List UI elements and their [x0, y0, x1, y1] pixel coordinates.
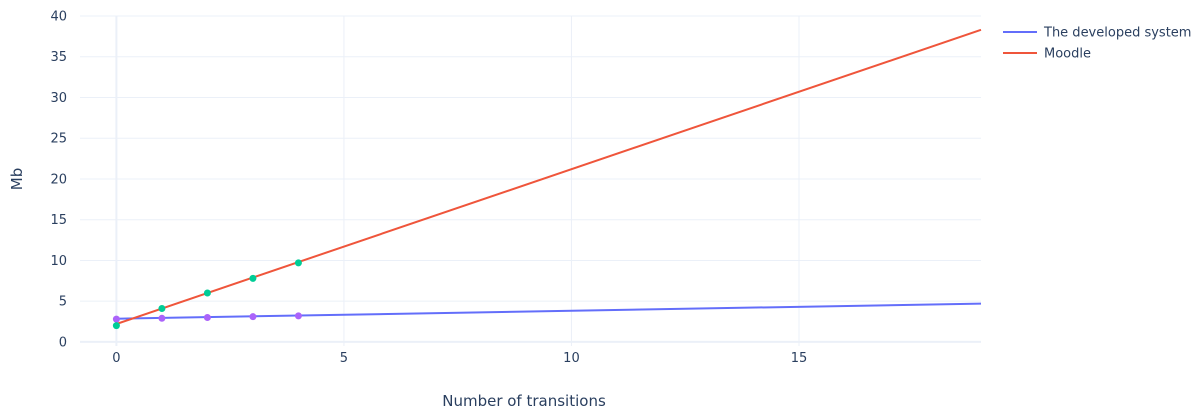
y-tick-label: 20: [50, 172, 67, 187]
data-point-series-0: [112, 315, 120, 323]
legend[interactable]: The developed system Moodle: [1003, 26, 1191, 62]
x-axis-ticks: 0 5 10 15: [112, 351, 807, 366]
series-line-0: [116, 302, 982, 320]
y-tick-label: 35: [50, 50, 67, 65]
y-tick-label: 5: [59, 295, 67, 310]
data-point-series-1: [158, 305, 166, 313]
data-point-series-1: [249, 274, 257, 282]
x-tick-label: 10: [563, 351, 580, 366]
legend-item-1[interactable]: Moodle: [1003, 47, 1091, 62]
y-tick-label: 30: [50, 91, 67, 106]
data-point-series-1: [294, 259, 302, 267]
grid: [80, 15, 981, 346]
data-point-series-0: [249, 313, 257, 321]
data-point-series-0: [158, 314, 166, 322]
y-tick-label: 25: [50, 132, 67, 147]
y-axis-ticks: 0 5 10 15 20 25 30 35 40: [50, 10, 67, 351]
data-point-series-1: [203, 289, 211, 297]
x-axis-title: Number of transitions: [442, 392, 606, 409]
y-tick-label: 0: [59, 335, 67, 350]
y-tick-label: 40: [50, 10, 67, 25]
x-tick-label: 5: [340, 351, 348, 366]
data-point-series-0: [203, 313, 211, 321]
legend-label: Moodle: [1044, 47, 1091, 62]
x-tick-label: 0: [112, 351, 120, 366]
data-point-series-0: [294, 312, 302, 320]
y-axis-title: Mb: [8, 168, 26, 190]
series-line-1: [116, 28, 982, 325]
x-tick-label: 15: [791, 351, 808, 366]
legend-label: The developed system: [1043, 26, 1191, 41]
y-tick-label: 10: [50, 254, 67, 269]
y-tick-label: 15: [50, 213, 67, 228]
data-point-series-1: [112, 322, 120, 330]
series-layer: [112, 28, 982, 330]
legend-item-0[interactable]: The developed system: [1003, 26, 1191, 41]
